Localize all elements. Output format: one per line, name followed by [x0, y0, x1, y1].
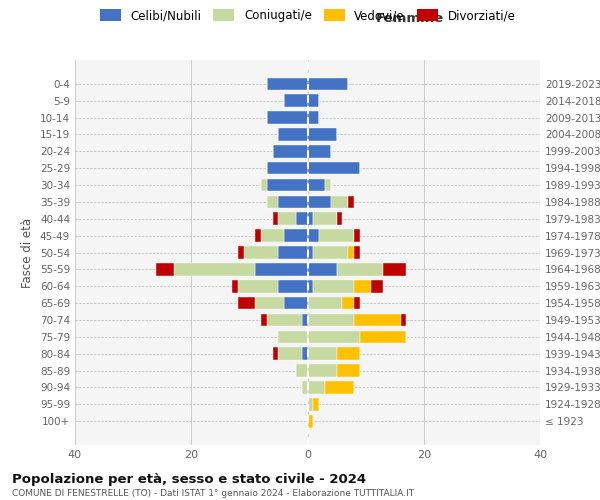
- Bar: [267, 78, 308, 90]
- Bar: [261, 178, 267, 192]
- Bar: [308, 381, 325, 394]
- Bar: [284, 297, 308, 310]
- Bar: [255, 297, 284, 310]
- Bar: [157, 263, 174, 276]
- Bar: [267, 178, 308, 192]
- Bar: [296, 364, 308, 377]
- Bar: [272, 145, 308, 158]
- Bar: [348, 196, 354, 208]
- Text: COMUNE DI FENESTRELLE (TO) - Dati ISTAT 1° gennaio 2024 - Elaborazione TUTTITALI: COMUNE DI FENESTRELLE (TO) - Dati ISTAT …: [12, 489, 414, 498]
- Bar: [308, 280, 313, 292]
- Bar: [354, 230, 360, 242]
- Bar: [308, 145, 331, 158]
- Legend: Celibi/Nubili, Coniugati/e, Vedovi/e, Divorziati/e: Celibi/Nubili, Coniugati/e, Vedovi/e, Di…: [95, 4, 520, 26]
- Bar: [325, 381, 354, 394]
- Bar: [308, 178, 325, 192]
- Bar: [308, 212, 313, 225]
- Bar: [337, 348, 360, 360]
- Bar: [278, 280, 308, 292]
- Text: Femmine: Femmine: [376, 12, 444, 26]
- Bar: [238, 246, 244, 259]
- Bar: [371, 280, 383, 292]
- Bar: [267, 314, 302, 326]
- Bar: [308, 330, 360, 343]
- Bar: [272, 348, 278, 360]
- Bar: [302, 314, 308, 326]
- Bar: [354, 280, 371, 292]
- Bar: [308, 94, 319, 107]
- Bar: [238, 280, 278, 292]
- Bar: [261, 230, 284, 242]
- Bar: [343, 297, 354, 310]
- Bar: [261, 314, 267, 326]
- Bar: [278, 128, 308, 141]
- Y-axis label: Fasce di età: Fasce di età: [22, 218, 34, 288]
- Bar: [308, 230, 319, 242]
- Bar: [278, 246, 308, 259]
- Bar: [383, 263, 406, 276]
- Bar: [337, 364, 360, 377]
- Text: Popolazione per età, sesso e stato civile - 2024: Popolazione per età, sesso e stato civil…: [12, 472, 366, 486]
- Bar: [401, 314, 406, 326]
- Bar: [267, 196, 278, 208]
- Bar: [360, 330, 406, 343]
- Bar: [308, 128, 337, 141]
- Bar: [308, 314, 354, 326]
- Bar: [278, 348, 302, 360]
- Bar: [255, 263, 308, 276]
- Bar: [313, 212, 337, 225]
- Bar: [278, 196, 308, 208]
- Bar: [308, 196, 331, 208]
- Bar: [325, 178, 331, 192]
- Bar: [302, 381, 308, 394]
- Bar: [308, 246, 313, 259]
- Bar: [278, 212, 296, 225]
- Bar: [308, 297, 343, 310]
- Bar: [313, 280, 354, 292]
- Bar: [319, 230, 354, 242]
- Bar: [174, 263, 255, 276]
- Bar: [284, 94, 308, 107]
- Bar: [331, 196, 348, 208]
- Bar: [308, 162, 360, 174]
- Bar: [244, 246, 278, 259]
- Bar: [267, 162, 308, 174]
- Bar: [284, 230, 308, 242]
- Bar: [238, 297, 255, 310]
- Bar: [308, 348, 337, 360]
- Bar: [313, 398, 319, 410]
- Bar: [348, 246, 354, 259]
- Bar: [354, 314, 401, 326]
- Bar: [308, 398, 313, 410]
- Bar: [308, 415, 313, 428]
- Bar: [354, 297, 360, 310]
- Bar: [255, 230, 261, 242]
- Bar: [302, 348, 308, 360]
- Bar: [337, 212, 343, 225]
- Bar: [296, 212, 308, 225]
- Bar: [313, 246, 348, 259]
- Bar: [308, 78, 348, 90]
- Bar: [308, 263, 337, 276]
- Bar: [308, 364, 337, 377]
- Bar: [354, 246, 360, 259]
- Bar: [267, 111, 308, 124]
- Bar: [232, 280, 238, 292]
- Bar: [337, 263, 383, 276]
- Bar: [278, 330, 308, 343]
- Bar: [272, 212, 278, 225]
- Bar: [308, 111, 319, 124]
